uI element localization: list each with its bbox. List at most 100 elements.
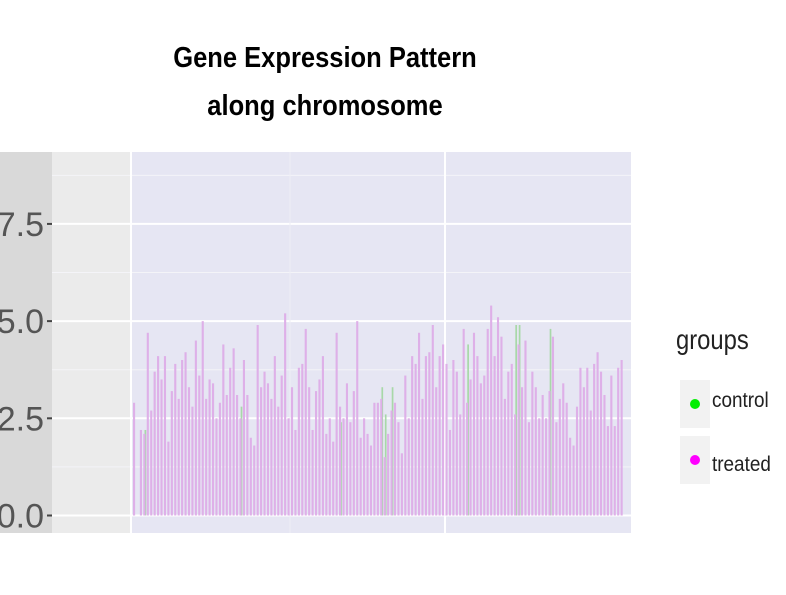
bar-treated (359, 437, 362, 516)
bar-treated (417, 332, 421, 516)
bar-treated (215, 418, 218, 516)
bar-treated (380, 398, 383, 516)
bar-treated (321, 356, 324, 516)
bar-treated (363, 418, 366, 516)
bar-treated (483, 375, 486, 516)
bar-treated (277, 406, 280, 516)
bar-treated (490, 305, 493, 516)
bar-treated (596, 352, 599, 516)
bar-treated (266, 383, 270, 516)
bar-treated (201, 321, 204, 516)
bar-treated (294, 429, 297, 516)
y-tick-label: 7.5 (0, 206, 44, 244)
bar-treated (589, 410, 592, 516)
bar-treated (339, 406, 342, 516)
bar-treated (613, 426, 616, 516)
bar-treated (503, 398, 506, 516)
bar-treated (445, 363, 448, 516)
bar-treated (466, 402, 469, 516)
bar-treated (555, 422, 558, 516)
bar-treated (301, 363, 304, 516)
bar-treated (308, 387, 311, 516)
bar-treated (476, 356, 479, 516)
bar-treated (493, 356, 496, 516)
bar-treated (222, 344, 225, 516)
legend-dot-control (690, 399, 700, 409)
bar-treated (342, 418, 345, 516)
bar-treated (459, 414, 462, 516)
bar-treated (211, 383, 215, 516)
bar-treated (404, 375, 407, 516)
y-tick-label: 2.5 (0, 400, 44, 438)
bar-treated (194, 340, 197, 516)
bar-treated (383, 457, 386, 516)
bar-treated (517, 344, 520, 516)
axis-band (0, 152, 52, 533)
bar-treated (369, 445, 373, 516)
bar-treated (297, 367, 300, 516)
bar-treated (352, 391, 355, 516)
bar-treated (545, 418, 548, 516)
bar-treated (133, 402, 136, 516)
bar-treated (421, 398, 424, 516)
bar-treated (586, 367, 589, 516)
bar-treated (260, 387, 263, 516)
bar-treated (500, 336, 503, 516)
legend-label-treated: treated (712, 453, 771, 476)
bar-treated (448, 429, 452, 516)
chart-title-line-1: Gene Expression Pattern (173, 42, 477, 74)
bar-treated (225, 394, 228, 516)
bar-treated (366, 433, 369, 516)
bar-treated (617, 367, 620, 516)
bar-treated (143, 433, 146, 516)
bar-treated (236, 394, 239, 516)
bar-treated (575, 406, 579, 516)
bar-treated (390, 410, 393, 516)
bar-treated (290, 387, 294, 516)
bar-treated (345, 383, 349, 516)
bar-treated (538, 418, 541, 516)
bar-treated (139, 429, 142, 516)
bar-treated (620, 359, 623, 516)
bar-treated (239, 418, 242, 516)
legend-title: groups (676, 324, 749, 355)
bar-treated (496, 317, 500, 516)
bar-treated (534, 387, 537, 516)
bar-treated (170, 391, 173, 516)
bar-treated (479, 383, 482, 516)
bar-treated (332, 441, 335, 516)
bar-treated (242, 359, 246, 516)
chart-title-line-2: along chromosome (207, 90, 443, 122)
bar-treated (387, 433, 390, 516)
bar-treated (579, 367, 582, 516)
bar-treated (507, 371, 510, 516)
bar-treated (191, 406, 194, 516)
bar-treated (146, 332, 149, 516)
bar-treated (520, 387, 524, 516)
bar-treated (562, 383, 565, 516)
bar-treated (373, 402, 376, 516)
bar-treated (593, 363, 596, 516)
bar-treated (157, 356, 160, 516)
bar-treated (527, 422, 530, 516)
bar-treated (551, 336, 555, 516)
bar-treated (325, 433, 328, 516)
bar-treated (569, 437, 572, 516)
bar-treated (187, 387, 191, 516)
bar-treated (273, 356, 276, 516)
bar-treated (335, 332, 338, 516)
bar-treated (455, 371, 458, 516)
y-tick-label: 0.0 (0, 498, 44, 536)
bar-treated (328, 418, 331, 516)
bar-treated (565, 402, 568, 516)
bar-treated (510, 363, 513, 516)
bar-treated (270, 398, 273, 516)
bar-treated (153, 371, 156, 516)
bar-treated (424, 356, 427, 516)
bar-treated (442, 344, 445, 516)
bar-treated (253, 445, 256, 516)
bar-treated (177, 398, 180, 516)
bar-treated (606, 426, 609, 516)
legend-label-control: control (712, 389, 769, 412)
bar-treated (263, 371, 266, 516)
